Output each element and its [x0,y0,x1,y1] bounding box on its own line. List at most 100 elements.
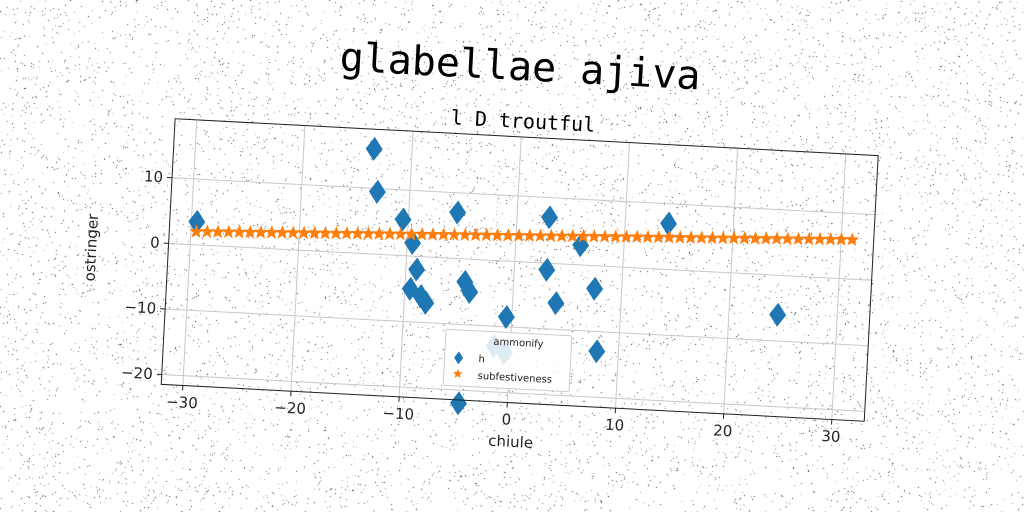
data-point-subfestiveness [705,230,720,245]
data-point-h [497,304,515,329]
data-point-subfestiveness [576,228,591,243]
data-point-subfestiveness [479,227,494,242]
plot-area: −30 −20 −10 0 10 20 30 −20 −10 0 10 chiule ostrin… [81,118,879,452]
data-point-h [417,290,435,315]
data-point-h [541,205,559,230]
y-axis-ticks: −20 −10 0 10 [121,167,173,383]
y-gridline [172,177,876,216]
data-point-subfestiveness [382,226,398,241]
x-tick-label: 20 [713,421,733,440]
data-point-h [368,179,386,204]
data-point-subfestiveness [845,232,860,247]
y-tick-label: −20 [121,363,154,383]
x-tick-label: −30 [166,393,199,413]
data-point-subfestiveness [200,224,215,239]
data-point-subfestiveness [350,226,365,240]
data-point-subfestiveness [522,228,537,243]
x-tick-label: 10 [605,416,625,435]
data-point-subfestiveness [759,231,774,245]
data-point-h [408,257,426,282]
data-point-h [401,276,419,301]
data-point-subfestiveness [501,228,516,242]
data-point-h [588,339,606,364]
data-point-h [547,291,565,316]
data-point-subfestiveness [275,225,290,240]
data-point-subfestiveness [791,231,806,246]
data-point-subfestiveness [694,230,709,245]
data-point-h [586,276,604,301]
plot-frame [160,118,879,422]
legend-title: ammonify [493,337,544,351]
data-point-subfestiveness [587,229,602,243]
data-point-subfestiveness [769,231,785,246]
chart-title: glabellae ajiva [339,35,702,100]
data-point-subfestiveness [823,231,838,246]
data-point-subfestiveness [630,229,645,244]
series-h [188,136,787,416]
data-point-h [365,136,383,161]
data-point-subfestiveness [608,229,623,244]
legend-label-subfestiveness: subfestiveness [477,371,552,386]
data-point-subfestiveness [447,227,462,242]
data-point-subfestiveness [834,232,849,246]
data-point-subfestiveness [221,224,236,239]
data-point-h [538,257,556,282]
data-point-subfestiveness [662,229,677,244]
data-point-subfestiveness [565,228,580,243]
data-point-subfestiveness [243,224,258,239]
x-axis-ticks: −30 −20 −10 0 10 20 30 [166,385,841,446]
x-tick-label: 30 [821,427,841,446]
y-axis-label: ostringer [81,212,103,281]
data-point-subfestiveness [436,227,451,242]
data-point-subfestiveness [264,225,279,239]
data-point-subfestiveness [296,225,312,240]
data-point-subfestiveness [468,227,484,242]
data-point-subfestiveness [511,228,527,242]
data-point-h [412,284,430,309]
data-point-h [660,211,678,236]
data-point-subfestiveness [361,226,376,241]
data-point-h [769,302,787,327]
x-axis-label: chiule [488,432,534,452]
data-point-subfestiveness [651,229,666,244]
data-point-subfestiveness [253,224,269,239]
data-point-h [394,207,412,232]
data-point-subfestiveness [544,228,559,243]
data-point-subfestiveness [726,230,742,245]
data-point-subfestiveness [640,229,656,244]
x-gridline [831,153,847,420]
data-point-subfestiveness [780,231,795,246]
data-point-subfestiveness [802,231,817,246]
data-point-subfestiveness [458,227,473,242]
x-gridline [290,125,306,392]
y-tick-label: −10 [124,298,157,318]
y-tick-label: 0 [150,233,160,251]
data-point-subfestiveness [404,226,419,241]
data-point-subfestiveness [286,225,301,240]
data-point-subfestiveness [673,230,688,244]
data-point-subfestiveness [737,230,752,245]
x-tick-label: 0 [501,410,511,428]
legend-marker-subfestiveness [453,368,463,379]
data-point-subfestiveness [425,227,441,241]
legend-label-h: h [478,354,485,365]
data-point-subfestiveness [393,226,408,241]
data-point-subfestiveness [307,225,322,240]
data-point-h [449,391,467,416]
data-point-subfestiveness [683,230,699,245]
x-gridline [723,148,739,414]
x-gridline [614,142,630,409]
data-point-subfestiveness [415,226,430,241]
data-point-subfestiveness [372,226,387,241]
data-point-subfestiveness [232,224,247,239]
x-tick-label: −20 [274,398,307,418]
x-tick-label: −10 [382,404,415,424]
data-point-h [188,209,206,234]
data-point-subfestiveness [318,225,333,240]
data-point-subfestiveness [533,228,548,243]
data-point-h [461,280,479,305]
legend-box [442,328,573,393]
legend-marker-h [454,351,464,365]
x-gridline [182,119,198,386]
